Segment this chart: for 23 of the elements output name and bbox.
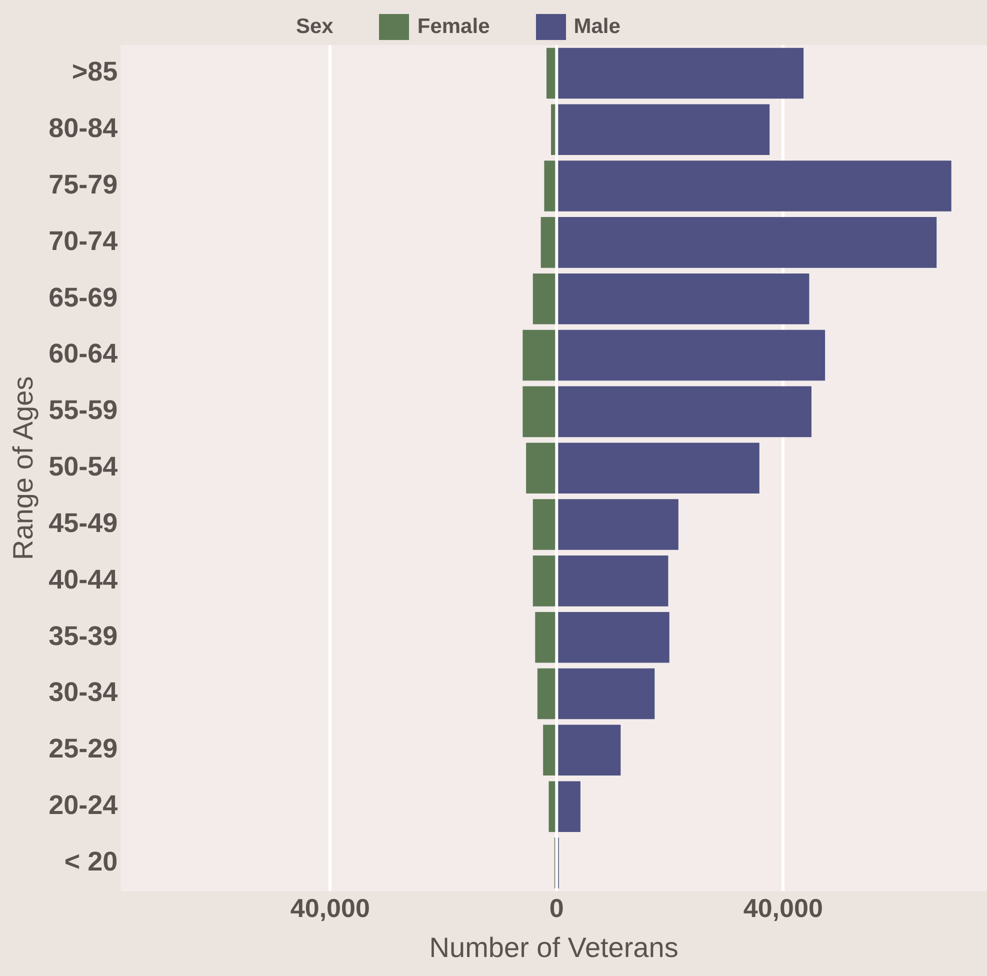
- y-tick-label: 25-29: [48, 734, 118, 764]
- legend-title: Sex: [296, 15, 334, 39]
- y-tick-label: < 20: [64, 846, 118, 876]
- y-tick-label: 55-59: [48, 395, 118, 426]
- y-tick-label: 30-34: [48, 677, 118, 708]
- y-tick-label: >85: [72, 56, 118, 87]
- x-tick-label: 40,000: [743, 892, 823, 923]
- x-tick-label: 0: [549, 892, 564, 923]
- y-tick-label: 45-49: [48, 508, 118, 538]
- legend-label: Female: [417, 15, 490, 39]
- y-tick-label: 80-84: [48, 113, 118, 144]
- y-tick-label: 65-69: [48, 282, 118, 312]
- y-tick-label: 40-44: [48, 564, 118, 594]
- y-axis-title: Range of Ages: [8, 376, 39, 560]
- y-tick-label: 20-24: [48, 790, 118, 820]
- y-tick-label: 60-64: [48, 338, 118, 369]
- y-tick-label: 50-54: [48, 452, 118, 482]
- y-tick-label: 75-79: [48, 169, 118, 200]
- y-tick-label: 35-39: [48, 620, 118, 651]
- legend-label: Male: [574, 15, 620, 39]
- y-tick-label: 70-74: [48, 226, 118, 256]
- x-tick-label: 40,000: [290, 892, 370, 923]
- x-axis-title: Number of Veterans: [429, 932, 678, 963]
